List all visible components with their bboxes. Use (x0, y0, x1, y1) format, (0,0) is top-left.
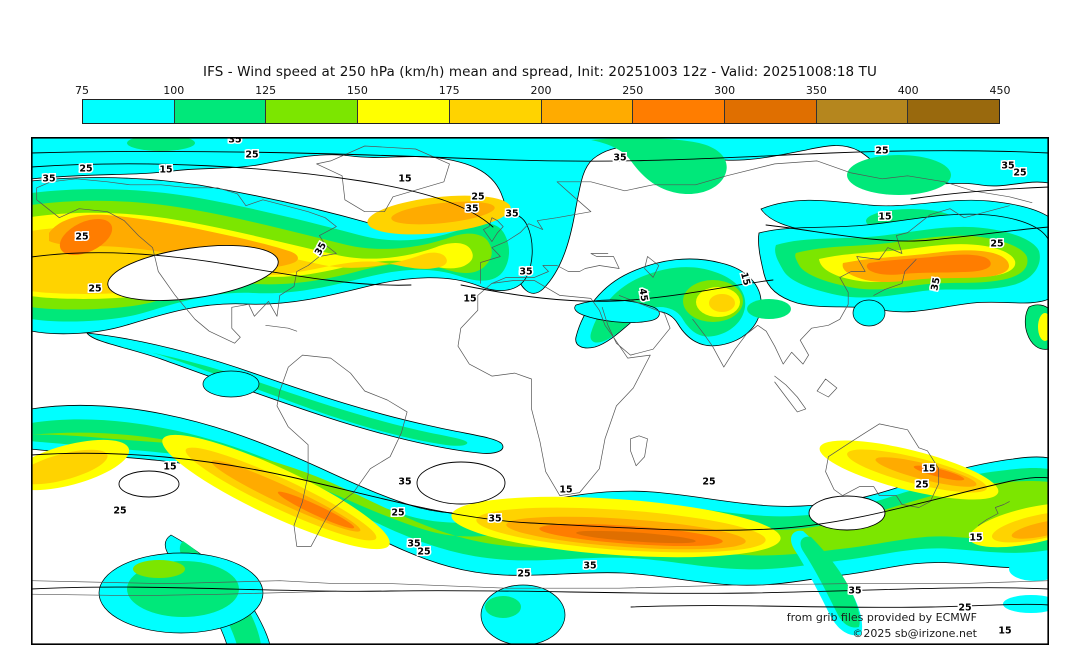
coastline (480, 160, 1033, 284)
legend-tick-label: 250 (622, 84, 644, 97)
legend-tick-labels: 75 100 125 150 175 200 250 300 350 400 450 (75, 84, 1011, 98)
coastline (601, 295, 671, 356)
contour-label: 15 (998, 626, 1011, 637)
coastline (457, 280, 651, 496)
coastline (873, 259, 917, 296)
legend-tick-label: 400 (897, 84, 919, 97)
coastline (491, 253, 620, 284)
contour-label: 25 (79, 164, 92, 175)
contour-label: 15 (163, 462, 176, 473)
legend-tick-label: 175 (438, 84, 460, 97)
contour-label: 15 (969, 533, 982, 544)
contour-label: 35 (505, 209, 518, 220)
contour-label: 35 (407, 539, 420, 550)
contour-label: 25 (113, 506, 126, 517)
contour-label: 25 (517, 569, 530, 580)
coastline (31, 590, 337, 597)
contour-label: 25 (75, 232, 88, 243)
legend-tick-label: 125 (255, 84, 277, 97)
world-map: 35 25 25 15 35 25 25 35 15 25 35 35 35 35 15 45 25 35 25 15… (31, 137, 1049, 645)
contour-label: 25 (958, 603, 971, 614)
coastline (774, 375, 807, 413)
contour-label: 35 (398, 477, 411, 488)
coastline (483, 217, 504, 242)
coastline (692, 205, 1010, 368)
contour-label: 35 (228, 137, 241, 146)
legend-tick-label: 200 (530, 84, 552, 97)
contour-label: 25 (245, 150, 258, 161)
contour-label: 25 (1013, 168, 1026, 179)
contour-label: 15 (878, 212, 891, 223)
contour-label: 25 (990, 239, 1003, 250)
legend-tick-label: 450 (989, 84, 1011, 97)
legend-segment (724, 100, 817, 123)
legend-segment (358, 100, 450, 123)
contour-label: 35 (1001, 161, 1014, 172)
coastlines-layer (31, 145, 1049, 597)
contour-label: 35 (848, 586, 861, 597)
contour-label: 35 (465, 204, 478, 215)
contour-label: 15 (738, 271, 752, 287)
contour-label: 25 (471, 192, 484, 203)
legend-segment (174, 100, 267, 123)
chart-title: IFS - Wind speed at 250 hPa (km/h) mean … (203, 64, 877, 80)
contour-label: 35 (42, 174, 55, 185)
legend-bar (82, 99, 1000, 124)
contour-label: 25 (915, 480, 928, 491)
legend-tick-label: 75 (75, 84, 89, 97)
contour-label: 25 (702, 477, 715, 488)
contour-label: 25 (391, 508, 404, 519)
coastline (977, 501, 1010, 526)
legend-segment (633, 100, 725, 123)
coastline (31, 580, 1049, 589)
legend-tick-label: 100 (163, 84, 185, 97)
coastline (265, 324, 298, 332)
coastline (316, 145, 450, 213)
legend-segment (816, 100, 909, 123)
attribution-copyright: ©2025 sb@irizone.net (852, 627, 977, 640)
legend-tick-label: 150 (346, 84, 368, 97)
legend-tick-label: 300 (714, 84, 736, 97)
legend-tick-label: 350 (805, 84, 827, 97)
legend-segment (541, 100, 634, 123)
coastline (36, 178, 337, 344)
contour-label: 35 (613, 153, 626, 164)
coastline (816, 378, 838, 398)
color-legend: 75 100 125 150 175 200 250 300 350 400 450 (75, 84, 1011, 126)
attribution-source: from grib files provided by ECMWF (787, 611, 977, 624)
contour-label: 35 (583, 561, 596, 572)
wind-speed-fill-layer (31, 137, 1049, 645)
contour-label: 15 (463, 294, 476, 305)
contour-label: 15 (398, 174, 411, 185)
contour-label: 15 (159, 165, 172, 176)
legend-segment (266, 100, 359, 123)
coastline (644, 256, 660, 278)
legend-segment (908, 100, 1000, 123)
contour-label: 35 (519, 267, 532, 278)
coastline (630, 435, 648, 467)
spread-contours-layer (31, 150, 1049, 608)
coastline (825, 423, 940, 508)
legend-segment (449, 100, 542, 123)
map-frame (31, 137, 1049, 645)
contour-label: 35 (488, 514, 501, 525)
contour-label: 15 (922, 464, 935, 475)
contour-label: 25 (88, 284, 101, 295)
contour-label: 15 (559, 485, 572, 496)
contour-label: 35 (929, 277, 942, 292)
coastline (276, 354, 408, 547)
contour-label: 25 (417, 547, 430, 558)
legend-segment (83, 100, 175, 123)
contour-label: 45 (636, 288, 649, 303)
contour-label: 25 (875, 146, 888, 157)
